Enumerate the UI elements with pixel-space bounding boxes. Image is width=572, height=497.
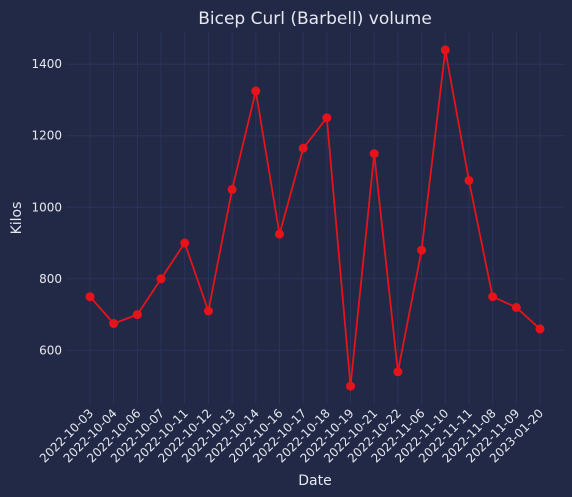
data-point <box>417 245 427 255</box>
data-point <box>393 367 403 377</box>
y-tick-labels: 600 800 1000 1200 1400 <box>31 57 62 357</box>
data-point <box>535 324 545 334</box>
y-tick-label: 1000 <box>31 200 62 214</box>
grid-lines <box>66 32 564 404</box>
data-point <box>274 229 284 239</box>
data-point <box>369 149 379 159</box>
data-point <box>322 113 332 123</box>
x-axis-title: Date <box>298 473 331 489</box>
data-point <box>109 319 119 329</box>
data-point <box>464 175 474 185</box>
y-axis-title: Kilos <box>9 202 25 235</box>
data-point <box>251 86 261 96</box>
y-tick-label: 600 <box>39 343 62 357</box>
series-line <box>89 49 541 388</box>
data-point <box>203 306 213 316</box>
data-point <box>180 238 190 248</box>
data-point <box>488 292 498 302</box>
data-point <box>298 143 308 153</box>
chart-title: Bicep Curl (Barbell) volume <box>198 9 432 29</box>
data-point <box>511 302 521 312</box>
data-point <box>440 45 450 55</box>
data-point <box>346 381 356 391</box>
data-point <box>132 310 142 320</box>
y-tick-label: 1200 <box>31 129 62 143</box>
x-tick-labels: 2022-10-032022-10-042022-10-062022-10-07… <box>37 406 546 465</box>
y-tick-label: 800 <box>39 272 62 286</box>
data-series <box>85 45 545 391</box>
y-tick-label: 1400 <box>31 57 62 71</box>
data-point <box>85 292 95 302</box>
data-point <box>156 274 166 284</box>
data-point <box>227 184 237 194</box>
